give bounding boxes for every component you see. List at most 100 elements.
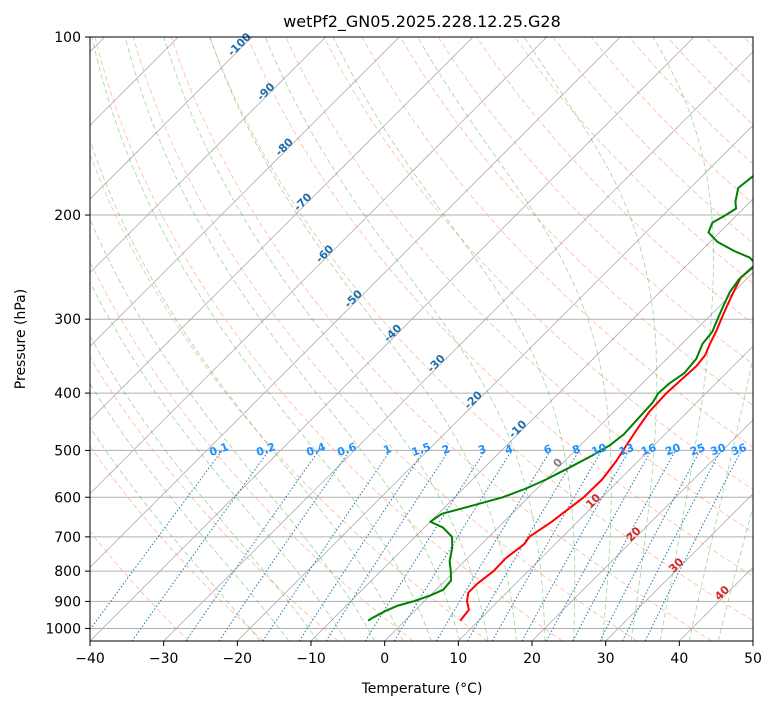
x-axis: −40 −30 −20 −10 0 10 20 30 40 50 bbox=[75, 641, 762, 667]
mixing-ratio-line bbox=[298, 450, 425, 641]
background-lines bbox=[90, 37, 753, 641]
dewpoint-profile-line bbox=[367, 174, 753, 622]
mixing-ratio-label: 20 bbox=[663, 441, 682, 459]
moist-adiabat-line bbox=[90, 139, 404, 641]
mixing-ratio-line bbox=[325, 450, 450, 641]
x-tick-label: 10 bbox=[449, 651, 467, 667]
dry-adiabat-line bbox=[323, 37, 753, 490]
mixing-ratio-line bbox=[218, 450, 351, 641]
isotherm-line bbox=[458, 345, 753, 641]
dry-adiabat-line bbox=[90, 530, 190, 641]
x-tick-label: 0 bbox=[380, 651, 389, 667]
moist-adiabat-line bbox=[90, 383, 290, 641]
dry-adiabat-line bbox=[90, 356, 339, 641]
isotherm-line bbox=[90, 37, 400, 347]
x-tick-label: 20 bbox=[523, 651, 541, 667]
mixing-ratio-label: 8 bbox=[571, 442, 583, 457]
x-tick-label: −40 bbox=[75, 651, 105, 667]
isotherm-line bbox=[531, 419, 753, 641]
chart-title: wetPf2_GN05.2025.228.12.25.G28 bbox=[283, 12, 561, 32]
moist-adiabat-line bbox=[90, 335, 319, 641]
dry-adiabat-line bbox=[438, 37, 753, 365]
moist-adiabat-line bbox=[332, 37, 576, 641]
y-tick-label: 1000 bbox=[45, 621, 81, 637]
dry-adiabat-line bbox=[90, 260, 414, 641]
y-axis: 100 200 300 400 500 600 700 800 900 1000 bbox=[45, 30, 90, 637]
mixing-ratio-label: 6 bbox=[542, 442, 554, 457]
y-tick-label: 900 bbox=[54, 594, 81, 610]
moist-adiabat-line bbox=[717, 505, 753, 641]
dry-adiabat-line bbox=[209, 37, 753, 622]
mixing-ratio-line bbox=[599, 450, 701, 641]
mixing-ratio-label: 0.2 bbox=[255, 440, 278, 459]
mixing-ratio-line bbox=[572, 450, 676, 641]
moist-adiabat-line bbox=[90, 218, 376, 641]
dry-adiabat-line bbox=[90, 152, 488, 641]
isotherm-line bbox=[384, 272, 753, 641]
mixing-ratio-line bbox=[131, 450, 270, 641]
mixing-ratio-label: 13 bbox=[617, 441, 636, 458]
mixing-ratio-line bbox=[185, 450, 320, 641]
mixing-ratio-label: 25 bbox=[688, 441, 707, 458]
dry-adiabat-line bbox=[94, 37, 563, 641]
mixing-ratio-label: 0.4 bbox=[305, 440, 328, 459]
dry-adiabat-line bbox=[132, 37, 638, 641]
mixing-ratio-line bbox=[621, 450, 722, 641]
y-axis-label: Pressure (hPa) bbox=[13, 289, 29, 389]
isotherm-line bbox=[679, 566, 753, 641]
dry-adiabat-line bbox=[399, 37, 753, 406]
mixing-ratio-line bbox=[545, 450, 652, 641]
isotherm-line bbox=[90, 37, 474, 421]
x-axis-label: Temperature (°C) bbox=[361, 681, 483, 697]
dry-adiabat-line bbox=[514, 37, 753, 284]
moist-adiabat-line bbox=[91, 37, 432, 641]
mixing-ratio-label: 16 bbox=[639, 441, 658, 459]
moist-adiabat-line bbox=[417, 37, 612, 641]
y-tick-label: 500 bbox=[54, 443, 81, 459]
isotherm-line bbox=[163, 51, 753, 641]
mixing-ratio-label: 1 bbox=[382, 442, 394, 457]
y-tick-label: 700 bbox=[54, 530, 81, 546]
mixing-ratio-label: 0.1 bbox=[208, 440, 231, 459]
temperature-profile-line bbox=[459, 265, 753, 622]
moist-adiabat-line bbox=[652, 37, 714, 641]
inline-labels: 0.1 0.2 0.4 0.6 1 1.5 2 3 4 6 8 10 13 16 20 25 30 36-100-… bbox=[208, 30, 749, 603]
plot-frame bbox=[89, 36, 754, 642]
y-tick-label: 800 bbox=[54, 564, 81, 580]
dry-adiabat-line bbox=[170, 37, 712, 641]
mixing-ratio-line bbox=[393, 450, 513, 641]
mixing-ratio-line bbox=[364, 450, 486, 641]
mixing-ratio-line bbox=[90, 450, 223, 631]
moist-adiabat-line bbox=[688, 355, 753, 641]
mixing-ratio-line bbox=[435, 450, 552, 641]
moist-adiabat-line bbox=[124, 37, 461, 641]
mixing-ratio-label: 4 bbox=[503, 442, 515, 457]
series-layer bbox=[367, 174, 753, 622]
moist-adiabat-line bbox=[90, 281, 347, 641]
mixing-ratio-label: 0.6 bbox=[335, 440, 358, 459]
mixing-ratio-line bbox=[521, 450, 630, 641]
y-tick-label: 400 bbox=[54, 386, 81, 402]
moist-adiabat-line bbox=[264, 37, 546, 641]
y-tick-label: 600 bbox=[54, 490, 81, 506]
moist-adiabat-line bbox=[209, 37, 517, 641]
x-tick-label: 30 bbox=[597, 651, 615, 667]
y-tick-label: 200 bbox=[54, 208, 81, 224]
x-tick-label: −20 bbox=[223, 651, 253, 667]
mixing-ratio-line bbox=[644, 450, 742, 641]
mixing-ratio-label: 10 bbox=[590, 441, 609, 459]
x-tick-label: 40 bbox=[670, 651, 688, 667]
y-tick-label: 300 bbox=[54, 312, 81, 328]
mixing-ratio-label: 1.5 bbox=[410, 440, 433, 459]
isotherm-line bbox=[752, 640, 753, 641]
mixing-ratio-label: 36 bbox=[730, 441, 749, 459]
isotherm-line bbox=[90, 37, 547, 495]
moist-adiabat-line bbox=[163, 37, 489, 641]
x-tick-label: −30 bbox=[149, 651, 179, 667]
mixing-ratio-label: 3 bbox=[476, 442, 488, 457]
dry-adiabat-line bbox=[90, 445, 264, 641]
mixing-ratio-label: 30 bbox=[709, 441, 728, 459]
plot-background bbox=[90, 37, 753, 641]
mixing-ratio-label: 2 bbox=[440, 442, 452, 457]
